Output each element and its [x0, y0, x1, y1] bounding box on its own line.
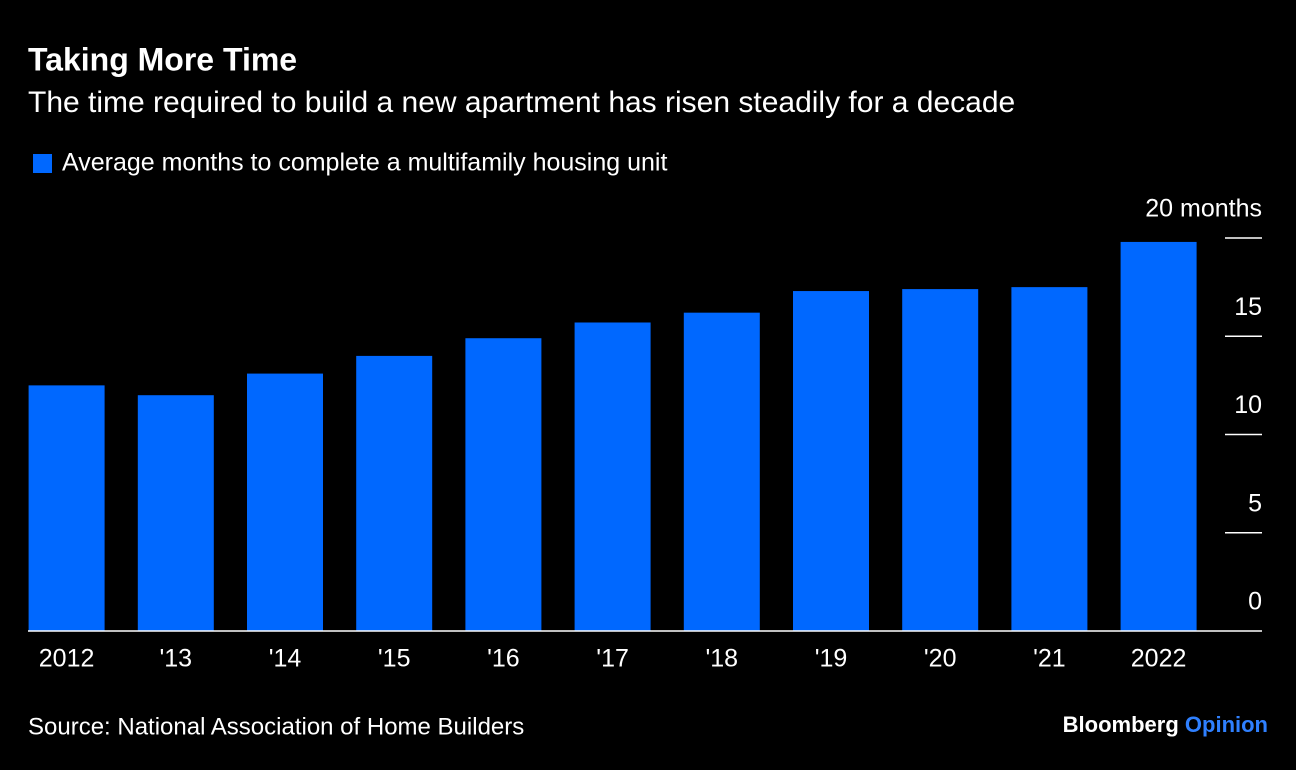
brand-name: Bloomberg [1063, 712, 1179, 737]
x-tick-label: '13 [160, 645, 193, 673]
x-tick-label: '17 [596, 645, 629, 673]
bar [574, 322, 651, 631]
x-tick-label: '19 [815, 645, 848, 673]
x-tick-label: '18 [706, 645, 739, 673]
legend-swatch [33, 154, 52, 173]
x-tick-label: '14 [269, 645, 302, 673]
bar [137, 395, 214, 631]
x-tick-label: '20 [924, 645, 957, 673]
source: Source: National Association of Home Bui… [28, 713, 524, 740]
brand-section: Opinion [1185, 712, 1268, 737]
chart-title: Taking More Time [28, 41, 297, 77]
bar [356, 355, 433, 631]
x-tick-label: '15 [378, 645, 411, 673]
bar [902, 289, 979, 631]
bar [247, 373, 323, 631]
y-tick-label: 20 months [1145, 195, 1262, 223]
bar [465, 338, 542, 631]
y-tick-label: 15 [1234, 293, 1262, 321]
brand: Bloomberg Opinion [1063, 712, 1268, 737]
y-tick-label: 0 [1248, 588, 1262, 616]
bar [793, 291, 869, 631]
bar [683, 312, 760, 631]
chart-subtitle: The time required to build a new apartme… [28, 86, 1015, 119]
bar [28, 385, 105, 631]
x-tick-label: '16 [487, 645, 520, 673]
legend-label: Average months to complete a multifamily… [62, 149, 667, 177]
x-tick-label: 2022 [1131, 645, 1187, 673]
x-tick-label: '21 [1033, 645, 1066, 673]
y-tick-label: 5 [1248, 489, 1262, 517]
y-tick-label: 10 [1234, 391, 1262, 419]
x-tick-label: 2012 [39, 645, 95, 673]
bar [1011, 287, 1088, 631]
bar [1120, 241, 1197, 631]
